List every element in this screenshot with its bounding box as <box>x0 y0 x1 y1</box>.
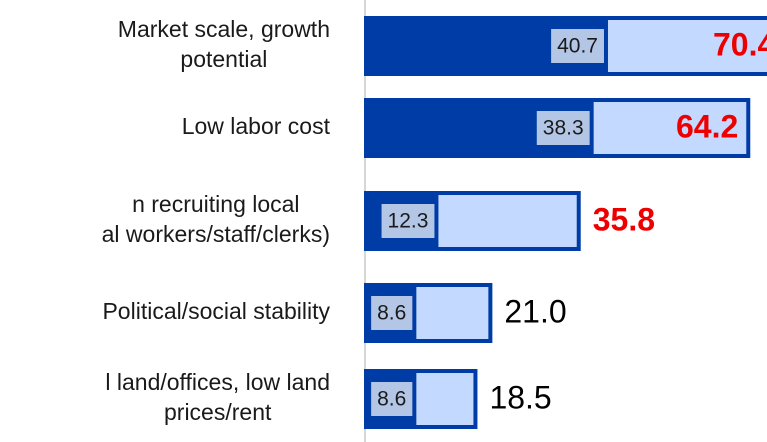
inner-value-label: 12.3 <box>388 210 429 233</box>
inner-value-label: 8.6 <box>377 388 406 411</box>
total-value-label: 64.2 <box>676 108 738 144</box>
total-value-label: 35.8 <box>593 201 655 237</box>
category-label: potential <box>180 46 267 72</box>
inner-label-box <box>371 382 413 416</box>
category-label: al workers/staff/clerks) <box>102 221 330 247</box>
total-value-label: 18.5 <box>489 379 551 415</box>
total-value-label: 21.0 <box>504 293 566 329</box>
category-label: prices/rent <box>164 399 272 425</box>
inner-value-label: 38.3 <box>543 117 584 140</box>
category-label: n recruiting local <box>132 191 299 217</box>
total-value-label: 70.4 <box>713 26 767 62</box>
category-label: Low labor cost <box>182 113 331 139</box>
category-label: l land/offices, low land <box>105 369 330 395</box>
category-label: Market scale, growth <box>118 16 330 42</box>
category-label: Political/social stability <box>102 298 330 324</box>
inner-label-box <box>381 204 435 238</box>
inner-value-label: 40.7 <box>557 35 598 58</box>
inner-label-box <box>551 29 604 63</box>
inner-value-label: 8.6 <box>377 302 406 325</box>
inner-label-box <box>371 296 413 330</box>
inner-label-box <box>536 111 590 145</box>
